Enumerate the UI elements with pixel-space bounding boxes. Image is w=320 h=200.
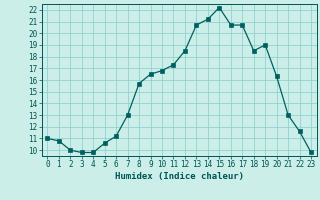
X-axis label: Humidex (Indice chaleur): Humidex (Indice chaleur) xyxy=(115,172,244,181)
